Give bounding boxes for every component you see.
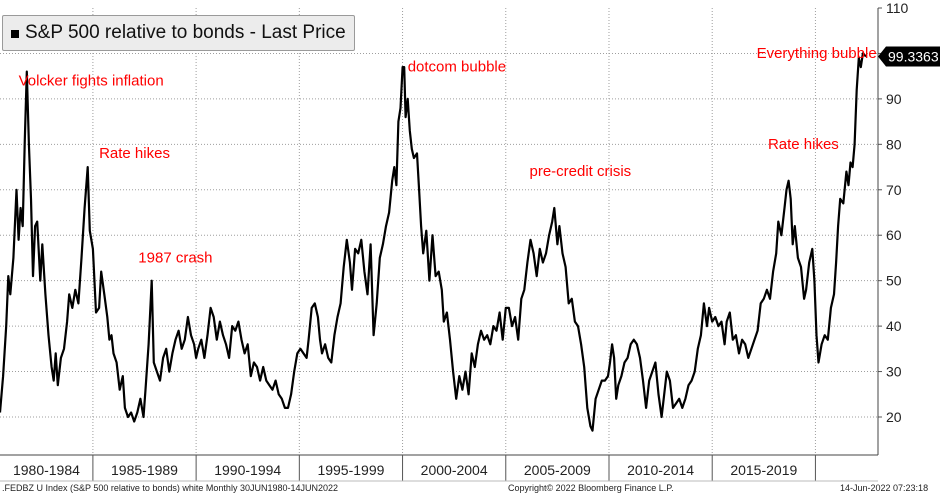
footer-timestamp: 14-Jun-2022 07:23:18 — [840, 483, 929, 493]
last-value-label: 99.3363 — [888, 48, 939, 64]
annotation-label: Everything bubble — [757, 45, 877, 62]
x-period-label: 2000-2004 — [421, 462, 488, 478]
legend-swatch — [11, 29, 19, 38]
x-period-label: 2015-2019 — [730, 462, 797, 478]
annotation-label: Rate hikes — [768, 136, 839, 153]
annotation-label: 1987 crash — [138, 249, 212, 266]
series-lines — [0, 52, 867, 432]
y-tick-label: 40 — [886, 318, 902, 334]
annotation-label: Volcker fights inflation — [19, 72, 164, 89]
grid-lines — [0, 8, 878, 455]
last-value-badge — [878, 46, 940, 67]
series-line — [0, 52, 867, 432]
y-tick-label: 30 — [886, 364, 902, 380]
x-period-label: 2005-2009 — [524, 462, 591, 478]
annotation-label: pre-credit crisis — [530, 163, 632, 180]
y-tick-label: 20 — [886, 409, 902, 425]
annotations: Volcker fights inflation Rate hikes 1987 c… — [19, 45, 877, 267]
x-period-label: 1990-1994 — [214, 462, 281, 478]
y-tick-label: 110 — [886, 0, 909, 16]
y-tick-label: 60 — [886, 227, 902, 243]
y-tick-label: 70 — [886, 182, 902, 198]
chart-title: S&P 500 relative to bonds - Last Price — [25, 22, 346, 43]
x-period-label: 1985-1989 — [111, 462, 178, 478]
x-period-label: 2010-2014 — [627, 462, 694, 478]
x-period-label: 1980-1984 — [13, 462, 80, 478]
last-value-marker: 99.3363 — [878, 46, 940, 67]
chart-title-legend: S&P 500 relative to bonds - Last Price — [2, 15, 355, 51]
x-axis-periods: 1980-1984 1985-1989 1990-1994 1995-1999 2000… — [0, 454, 878, 482]
footer-copyright: Copyright© 2022 Bloomberg Finance L.P. — [508, 483, 674, 493]
annotation-label: dotcom bubble — [408, 59, 506, 76]
footer-index-info: .FEDBZ U Index (S&P 500 relative to bond… — [2, 483, 339, 493]
y-tick-label: 90 — [886, 91, 902, 107]
annotation-label: Rate hikes — [99, 145, 170, 162]
y-axis: 2030405060708090100110 — [877, 0, 910, 455]
y-tick-label: 80 — [886, 136, 902, 152]
x-period-label: 1995-1999 — [317, 462, 384, 478]
y-tick-label: 50 — [886, 273, 902, 289]
